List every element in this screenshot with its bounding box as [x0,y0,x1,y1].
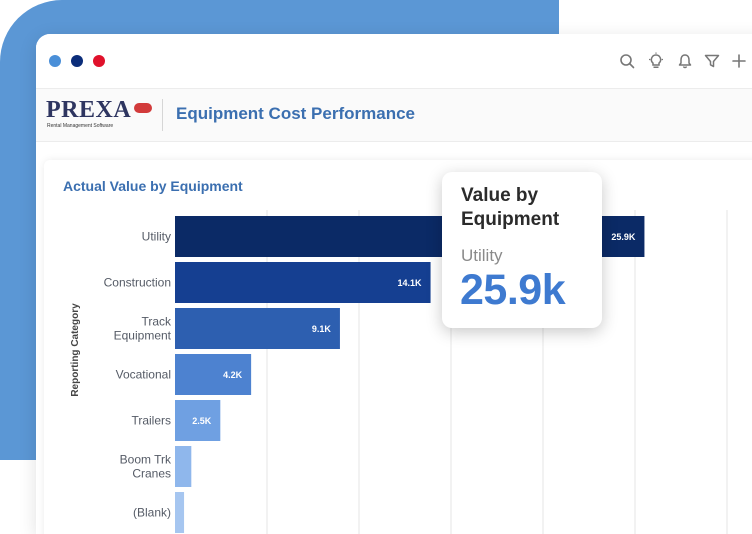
logo-wordmark: PREXA [46,97,132,123]
page-title: Equipment Cost Performance [176,104,415,123]
category-label: Trailers [131,414,171,428]
chart-bar[interactable] [175,400,221,441]
chart-panel: Actual Value by Equipment 25.9K Utility 14… [44,160,752,534]
chart-bar[interactable] [175,446,192,487]
category-label: Boom Trk Cranes [120,453,172,481]
chart-bar[interactable] [175,354,252,395]
logo-emblem [134,103,152,113]
window-dot-red[interactable] [93,55,105,67]
chart-bar[interactable] [175,492,185,533]
app-header: PREXA Rental Management Software Equipme… [36,89,752,142]
category-label: Construction [104,276,171,290]
chart-title: Actual Value by Equipment [63,178,243,194]
window-dot-blue[interactable] [49,55,61,67]
bar-value-label: 9.1K [312,324,332,334]
bar-value-label: 14.1K [398,278,423,288]
app-window: PREXA Rental Management Software Equipme… [36,34,752,534]
category-label: Utility [142,230,171,244]
header-divider [162,99,163,131]
tooltip-title: Value by Equipment [461,185,560,230]
bar-value-label: 4.2K [223,370,243,380]
plus-icon[interactable] [730,52,748,70]
category-label: Track Equipment [114,315,172,343]
category-label: (Blank) [133,506,171,520]
bar-value-label: 2.5K [192,416,212,426]
y-axis-title: Reporting Category [70,303,81,397]
tooltip-category: Utility [461,246,503,265]
bar-value-label: 25.9K [611,232,636,242]
logo-tagline: Rental Management Software [47,123,114,129]
value-tooltip: Value by Equipment Utility 25.9k [442,172,602,328]
chart-bar[interactable] [175,308,340,349]
category-label: Vocational [116,368,171,382]
filter-icon[interactable] [703,52,721,70]
bar-chart: 25.9K Utility 14.1K Construction 9.1K Track Eq… [70,210,728,534]
chart-bar[interactable] [175,262,431,303]
search-icon[interactable] [618,52,636,70]
title-bar [36,34,752,89]
bell-icon[interactable] [676,52,694,70]
window-dot-navy[interactable] [71,55,83,67]
tooltip-value: 25.9k [460,266,566,314]
lightbulb-icon[interactable] [647,52,665,70]
prexa-logo[interactable]: PREXA Rental Management Software [46,97,154,133]
